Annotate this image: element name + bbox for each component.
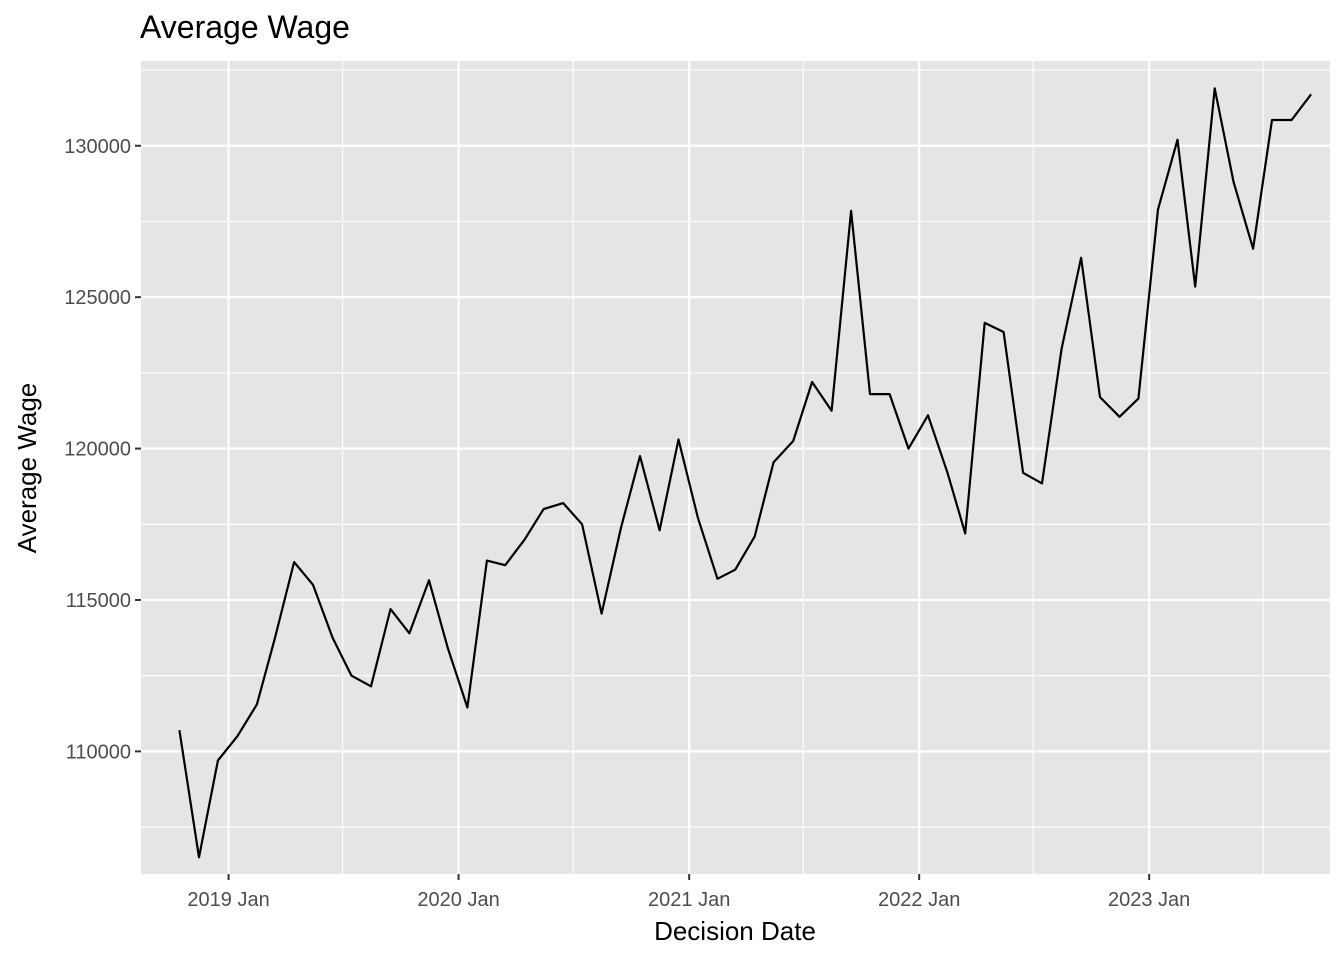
y-tick-label: 125000 (64, 287, 131, 309)
x-tick-label: 2022 Jan (878, 889, 960, 911)
y-tick-label: 115000 (66, 590, 131, 612)
major-gridlines (141, 61, 1330, 874)
minor-gridlines (141, 61, 1330, 874)
y-tick-label: 120000 (64, 439, 131, 461)
x-tick-label: 2019 Jan (187, 889, 269, 911)
y-tick-label: 110000 (66, 741, 131, 763)
x-axis: 2019 Jan 2020 Jan 2021 Jan 2022 Jan 2023 Jan (187, 874, 1190, 911)
x-axis-title: Decision Date (654, 916, 816, 946)
x-tick-label: 2020 Jan (417, 889, 499, 911)
x-tick-label: 2021 Jan (648, 889, 730, 911)
y-axis-title: Average Wage (12, 383, 42, 554)
series-line (178, 87, 1312, 859)
y-tick-label: 130000 (64, 136, 131, 158)
plot-panel (141, 61, 1330, 874)
chart-title: Average Wage (140, 9, 350, 45)
y-axis: 110000 115000 120000 125000 130000 (64, 136, 141, 763)
x-tick-label: 2023 Jan (1108, 889, 1190, 911)
